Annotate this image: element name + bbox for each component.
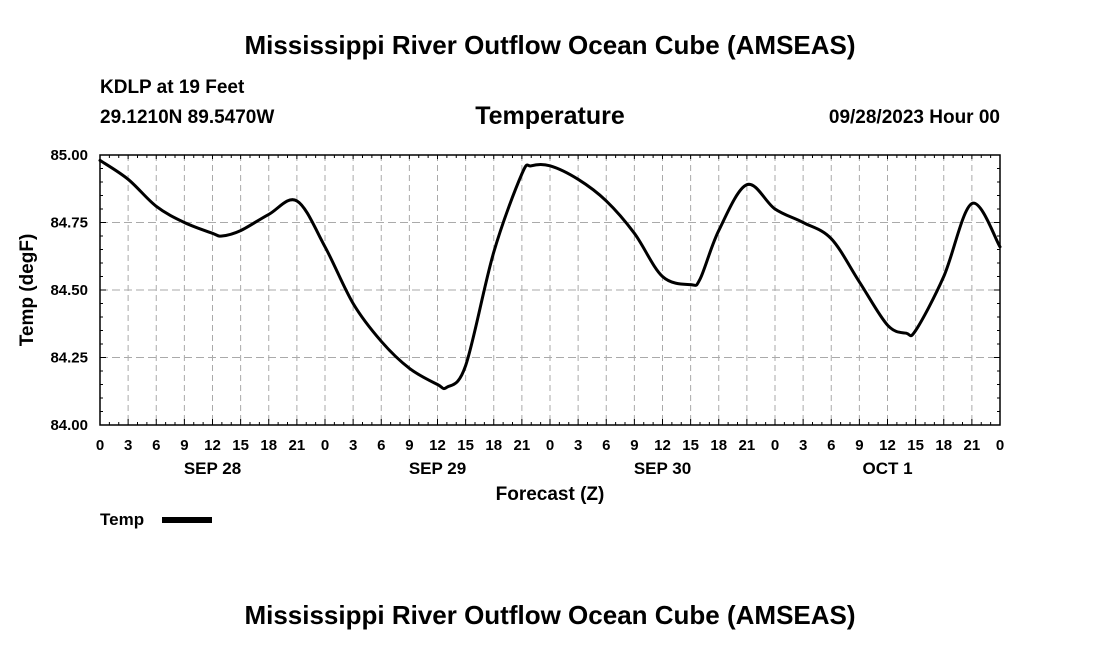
temperature-chart: 0 3 6 9 12 15 18 21 0 3 6 9 12 15 18 21 0 3 6 9 12 15 18 21 0 3 6 9… (17, 147, 1004, 505)
grid (100, 155, 1000, 425)
y-tick-label: 84.75 (50, 215, 88, 232)
x-tick-label: 12 (204, 437, 221, 454)
x-tick-label: 9 (180, 437, 188, 454)
x-tick-label: 0 (546, 437, 554, 454)
y-tick-label: 84.25 (50, 350, 88, 367)
y-tick-label: 85.00 (50, 147, 88, 164)
x-tick-label: 6 (602, 437, 610, 454)
x-tick-label: 3 (799, 437, 807, 454)
x-tick-label: 15 (232, 437, 249, 454)
x-tick-label: 21 (739, 437, 756, 454)
x-tick-label: 9 (405, 437, 413, 454)
temp-series-line (98, 158, 1002, 391)
x-tick-label: 0 (996, 437, 1004, 454)
x-tick-label: 9 (630, 437, 638, 454)
x-tick-label: 15 (457, 437, 474, 454)
chart-title: Mississippi River Outflow Ocean Cube (AM… (244, 30, 856, 60)
x-tick-label: 18 (260, 437, 277, 454)
station-coords: 29.1210N 89.5470W (100, 107, 275, 128)
x-tick-label: 12 (879, 437, 896, 454)
x-tick-label: 21 (514, 437, 531, 454)
x-axis-label: Forecast (Z) (496, 484, 605, 505)
x-tick-label: 0 (771, 437, 779, 454)
day-label: SEP 29 (409, 459, 466, 478)
x-tick-label: 3 (574, 437, 582, 454)
legend-line-swatch (162, 517, 212, 523)
x-tick-label: 12 (654, 437, 671, 454)
x-tick-label: 3 (349, 437, 357, 454)
x-tick-label: 15 (682, 437, 699, 454)
x-tick-label: 21 (289, 437, 306, 454)
day-label: SEP 28 (184, 459, 241, 478)
x-tick-label: 9 (855, 437, 863, 454)
forecast-datetime: 09/28/2023 Hour 00 (828, 107, 1000, 128)
x-tick-label: 12 (429, 437, 446, 454)
x-tick-label: 6 (377, 437, 385, 454)
x-tick-label: 3 (124, 437, 132, 454)
day-label: OCT 1 (862, 459, 912, 478)
x-tick-label: 18 (485, 437, 502, 454)
tick-labels: 0 3 6 9 12 15 18 21 0 3 6 9 12 15 18 21 0 3 6 9 12 15 18 21 0 3 6 9… (50, 147, 1004, 478)
y-tick-label: 84.50 (50, 282, 88, 299)
footer-title: Mississippi River Outflow Ocean Cube (AM… (244, 600, 856, 630)
x-tick-label: 6 (152, 437, 160, 454)
x-tick-label: 0 (321, 437, 329, 454)
station-label: KDLP at 19 Feet (100, 77, 245, 98)
chart-subtitle: Temperature (475, 102, 625, 130)
x-tick-label: 15 (907, 437, 924, 454)
x-tick-label: 0 (96, 437, 104, 454)
x-tick-label: 18 (710, 437, 727, 454)
x-tick-label: 6 (827, 437, 835, 454)
y-tick-label: 84.00 (50, 417, 88, 434)
legend-label: Temp (100, 510, 145, 529)
day-label: SEP 30 (634, 459, 691, 478)
ticks (99, 154, 1001, 426)
x-tick-label: 18 (935, 437, 952, 454)
y-axis-label: Temp (degF) (17, 234, 38, 347)
x-tick-label: 21 (964, 437, 981, 454)
